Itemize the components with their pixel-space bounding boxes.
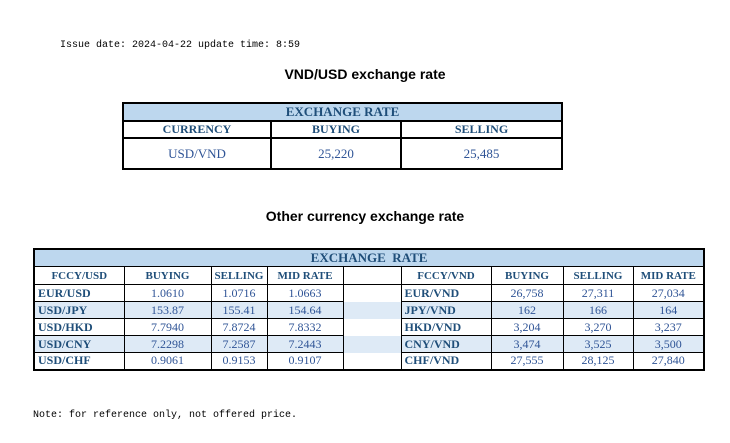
rate-cell: 26,758 — [490, 284, 564, 302]
rate-cell: 162 — [490, 301, 564, 319]
table-header-row: EXCHANGE RATE — [121, 102, 564, 122]
currency-pair-cell: EUR/VND — [400, 284, 492, 302]
table-row: USD/CNY 7.2298 7.2587 7.2443 CNY/VND 3,4… — [33, 335, 705, 353]
rate-cell: 0.9107 — [266, 352, 344, 370]
other-currency-rate-table: EXCHANGE RATE FCCY/USD BUYING SELLING MI… — [33, 248, 706, 371]
rate-cell: 27,034 — [632, 284, 705, 302]
column-header-row: FCCY/USD BUYING SELLING MID RATE FCCY/VN… — [33, 266, 705, 285]
currency-pair-cell: CHF/VND — [400, 352, 492, 370]
column-header-fccy-vnd: FCCY/VND — [400, 266, 492, 285]
other-table-title: Other currency exchange rate — [265, 208, 465, 224]
table-row: USD/VND 25,220 25,485 — [122, 137, 564, 170]
currency-pair-cell: HKD/VND — [400, 318, 492, 336]
rate-cell: 166 — [562, 301, 634, 319]
rate-cell: 27,555 — [490, 352, 564, 370]
table-header-row: EXCHANGE RATE — [33, 248, 705, 267]
rate-cell: 25,220 — [270, 137, 402, 170]
rate-cell: 7.2298 — [123, 335, 212, 353]
rate-cell: 3,237 — [632, 318, 705, 336]
usd-vnd-rate-table: EXCHANGE RATE CURRENCY BUYING SELLING US… — [121, 102, 564, 170]
rate-cell: 3,204 — [490, 318, 564, 336]
spacer-cell — [342, 284, 402, 302]
rate-cell: 1.0716 — [210, 284, 268, 302]
note-text: Note: for reference only, not offered pr… — [33, 410, 298, 421]
rate-cell: 25,485 — [399, 137, 564, 170]
rate-cell: 0.9061 — [123, 352, 212, 370]
column-header-buying: BUYING — [270, 120, 402, 139]
table-header-label: EXCHANGE RATE — [33, 248, 705, 267]
rate-cell: 3,500 — [632, 335, 705, 353]
issue-date-text: Issue date: 2024-04-22 update time: 8:59 — [60, 40, 301, 51]
rate-cell: 7.8332 — [266, 318, 344, 336]
spacer-cell — [342, 301, 402, 319]
column-header-mid-rate: MID RATE — [266, 266, 344, 285]
rate-cell: 7.7940 — [123, 318, 212, 336]
currency-pair-cell: USD/HKD — [33, 318, 125, 336]
table-row: EUR/USD 1.0610 1.0716 1.0663 EUR/VND 26,… — [33, 284, 705, 302]
rate-cell: 154.64 — [266, 301, 344, 319]
rate-cell: 27,840 — [632, 352, 705, 370]
column-header-selling: SELLING — [399, 120, 564, 139]
rate-cell: 164 — [632, 301, 705, 319]
rate-cell: 0.9153 — [210, 352, 268, 370]
spacer-cell — [342, 335, 402, 353]
rate-cell: 155.41 — [210, 301, 268, 319]
rate-cell: 1.0663 — [266, 284, 344, 302]
rate-cell: 3,525 — [562, 335, 634, 353]
usd-table-title: VND/USD exchange rate — [284, 66, 446, 82]
rate-cell: 3,474 — [490, 335, 564, 353]
table-header-label: EXCHANGE RATE — [121, 102, 564, 122]
rate-cell: 153.87 — [123, 301, 212, 319]
column-header-currency: CURRENCY — [122, 120, 272, 139]
table-row: USD/JPY 153.87 155.41 154.64 JPY/VND 162… — [33, 301, 705, 319]
rate-cell: 7.8724 — [210, 318, 268, 336]
table-row: USD/CHF 0.9061 0.9153 0.9107 CHF/VND 27,… — [33, 352, 705, 370]
currency-pair-cell: CNY/VND — [400, 335, 492, 353]
spacer-cell — [342, 318, 402, 336]
column-header-selling: SELLING — [562, 266, 634, 285]
column-header-row: CURRENCY BUYING SELLING — [122, 120, 564, 139]
column-header-selling: SELLING — [210, 266, 268, 285]
currency-pair-cell: EUR/USD — [33, 284, 125, 302]
column-header-mid-rate: MID RATE — [632, 266, 705, 285]
rate-cell: 1.0610 — [123, 284, 212, 302]
column-header-buying: BUYING — [490, 266, 564, 285]
rate-cell: 28,125 — [562, 352, 634, 370]
spacer-cell — [342, 352, 402, 370]
rate-cell: 7.2587 — [210, 335, 268, 353]
rate-cell: 27,311 — [562, 284, 634, 302]
table-row: USD/HKD 7.7940 7.8724 7.8332 HKD/VND 3,2… — [33, 318, 705, 336]
currency-pair-cell: USD/VND — [122, 137, 272, 170]
rate-cell: 3,270 — [562, 318, 634, 336]
currency-pair-cell: JPY/VND — [400, 301, 492, 319]
currency-pair-cell: USD/CHF — [33, 352, 125, 370]
currency-pair-cell: USD/JPY — [33, 301, 125, 319]
column-header-fccy-usd: FCCY/USD — [33, 266, 125, 285]
spacer-cell — [342, 266, 402, 285]
currency-pair-cell: USD/CNY — [33, 335, 125, 353]
column-header-buying: BUYING — [123, 266, 212, 285]
rate-cell: 7.2443 — [266, 335, 344, 353]
